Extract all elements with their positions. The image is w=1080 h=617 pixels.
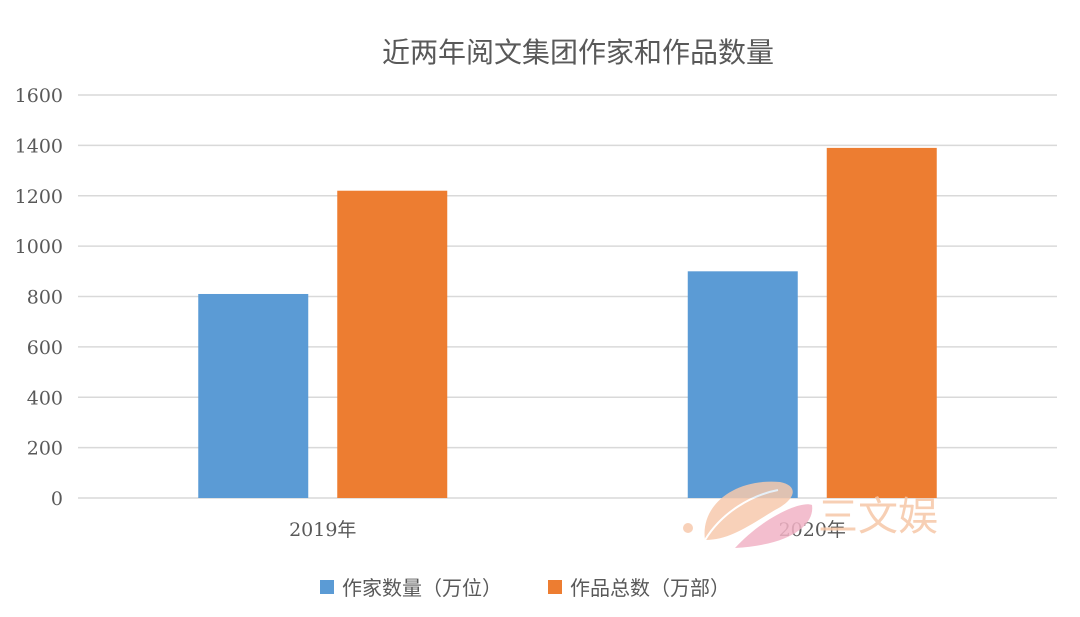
legend-swatch-works [548,580,562,594]
watermark-logo-icon [683,481,813,548]
legend: 作家数量（万位） 作品总数（万部） [320,576,730,600]
legend-label-writers: 作家数量（万位） [342,576,502,600]
bar-works-0 [337,190,448,498]
chart-title: 近两年阅文集团作家和作品数量 [382,36,774,69]
legend-item-works: 作品总数（万部） [548,576,730,600]
y-tick-label: 1600 [15,85,63,107]
bars [198,147,937,499]
y-tick-label: 0 [51,488,63,510]
watermark: 三文娱 [683,481,938,548]
y-tick-label: 1000 [15,236,63,258]
legend-item-writers: 作家数量（万位） [320,576,502,600]
y-tick-label: 400 [27,387,63,409]
y-tick-label: 800 [27,287,63,309]
y-tick-label: 200 [27,438,63,460]
bar-writers-1 [687,271,798,498]
bar-writers-0 [198,293,309,498]
watermark-text: 三文娱 [818,494,938,540]
legend-swatch-writers [320,580,334,594]
y-tick-label: 600 [27,337,63,359]
y-axis-ticks: 0 200 400 600 800 1000 1200 1400 1600 [15,85,63,510]
y-tick-label: 1400 [15,135,63,157]
y-tick-label: 1200 [15,186,63,208]
bar-works-1 [826,147,937,499]
x-category-label: 2019年 [289,519,356,541]
legend-label-works: 作品总数（万部） [570,576,730,600]
